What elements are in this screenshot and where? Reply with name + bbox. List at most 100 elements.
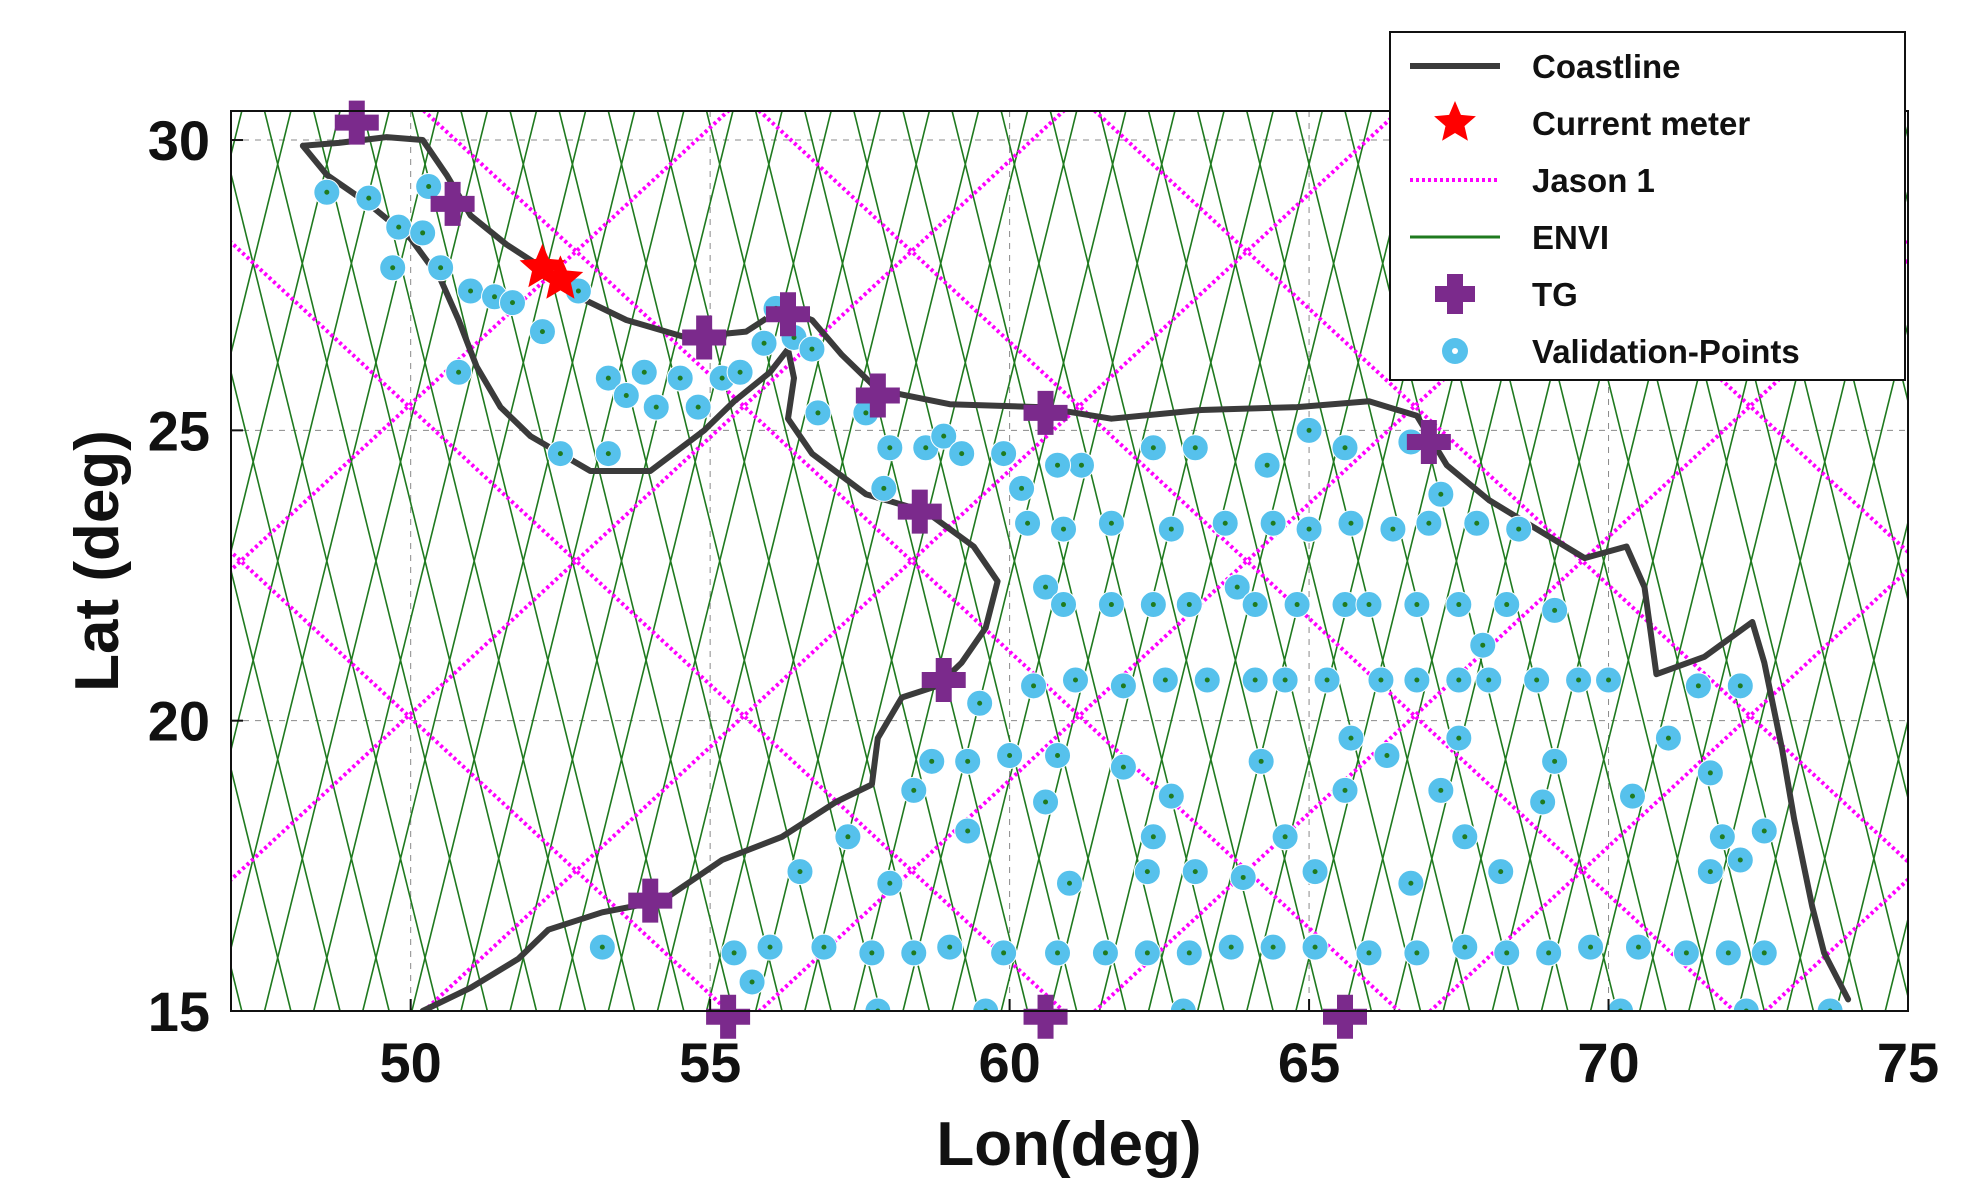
envi-track-desc-8: [263, 111, 489, 1011]
validation-point: [990, 440, 1018, 468]
validation-point-center: [1043, 799, 1049, 805]
validation-point: [1750, 817, 1778, 845]
validation-point: [1595, 666, 1623, 694]
envi-track-desc-16: [656, 111, 882, 1011]
validation-point-center: [1270, 520, 1276, 526]
validation-point-center: [947, 944, 953, 950]
validation-point: [1283, 591, 1311, 619]
tg-marker: [855, 373, 900, 418]
validation-point: [750, 329, 778, 357]
validation-point-center: [1306, 526, 1312, 532]
validation-point: [1331, 434, 1359, 462]
validation-point: [1032, 788, 1060, 816]
validation-point: [588, 933, 616, 961]
validation-point: [1708, 823, 1736, 851]
validation-point-center: [653, 404, 659, 410]
jason1-track-asc-1: [231, 111, 1067, 883]
validation-point-center: [1025, 520, 1031, 526]
validation-point-center: [426, 183, 432, 189]
x-axis-title: Lon(deg): [936, 1110, 1201, 1179]
validation-point: [1403, 939, 1431, 967]
validation-point: [930, 422, 958, 450]
validation-point: [630, 358, 658, 386]
validation-point: [900, 776, 928, 804]
validation-point-center: [1378, 677, 1384, 683]
validation-point-center: [1252, 602, 1258, 608]
validation-point-center: [719, 375, 725, 381]
validation-point-center: [1294, 602, 1300, 608]
plot-frame: [230, 110, 1909, 1012]
envi-track-desc-23: [1000, 111, 1225, 1011]
validation-point-center: [1168, 793, 1174, 799]
legend-tg-symbol: [1435, 274, 1475, 314]
validation-point: [1750, 939, 1778, 967]
validation-point: [810, 933, 838, 961]
validation-point: [1109, 753, 1137, 781]
validation-point: [1487, 858, 1515, 886]
y-axis-title: Lat (deg): [63, 430, 132, 692]
validation-point-center: [941, 433, 947, 439]
validation-point-center: [1186, 950, 1192, 956]
validation-point-center: [1055, 753, 1061, 759]
validation-point: [1020, 672, 1048, 700]
jason1-track-desc-0: [231, 549, 732, 1011]
validation-point: [1475, 666, 1503, 694]
validation-point-center: [1462, 834, 1468, 840]
validation-point-center: [1120, 683, 1126, 689]
validation-point: [1193, 666, 1221, 694]
validation-point: [612, 382, 640, 410]
validation-point: [756, 933, 784, 961]
validation-point-center: [1204, 677, 1210, 683]
validation-point-ring: [1607, 997, 1635, 1011]
validation-point: [666, 364, 694, 392]
validation-point: [1157, 515, 1185, 543]
validation-point: [726, 358, 754, 386]
envi-track-desc-12: [460, 111, 685, 1011]
x-tick-label: 50: [380, 1031, 442, 1094]
validation-point: [1403, 591, 1431, 619]
validation-point-center: [1282, 677, 1288, 683]
validation-point-center: [761, 340, 767, 346]
validation-point-center: [809, 346, 815, 352]
validation-point-center: [1366, 950, 1372, 956]
validation-point-center: [575, 288, 581, 294]
envi-track-asc-5: [231, 111, 341, 555]
validation-point: [1565, 666, 1593, 694]
validation-point-center: [1552, 607, 1558, 613]
validation-point: [1493, 939, 1521, 967]
validation-point-center: [863, 410, 869, 416]
validation-point: [1469, 631, 1497, 659]
validation-point-center: [1072, 677, 1078, 683]
validation-point-center: [1384, 753, 1390, 759]
tg-marker: [1406, 419, 1451, 464]
envi-track-desc-21: [902, 111, 1127, 1011]
validation-point: [1451, 933, 1479, 961]
validation-point: [1139, 823, 1167, 851]
validation-point-center: [1695, 683, 1701, 689]
validation-point-center: [438, 265, 444, 271]
validation-point: [1397, 869, 1425, 897]
validation-point-center: [881, 485, 887, 491]
validation-point-center: [1228, 944, 1234, 950]
validation-point-center: [1222, 520, 1228, 526]
legend-label-envi: ENVI: [1532, 219, 1609, 256]
validation-point: [1529, 788, 1557, 816]
validation-point-center: [1683, 950, 1689, 956]
tg-marker: [921, 658, 966, 703]
y-tick-label: 15: [148, 980, 210, 1043]
validation-point-center: [539, 329, 545, 335]
validation-point: [1427, 776, 1455, 804]
validation-point: [966, 689, 994, 717]
envi-track-desc-17: [705, 111, 931, 1011]
validation-point: [954, 817, 982, 845]
validation-point-center: [1534, 677, 1540, 683]
validation-point: [313, 178, 341, 206]
validation-point: [1355, 591, 1383, 619]
validation-point: [1313, 666, 1341, 694]
validation-point-center: [1055, 950, 1061, 956]
validation-point-center: [965, 758, 971, 764]
validation-point-center: [1504, 602, 1510, 608]
validation-point-center: [1150, 834, 1156, 840]
validation-point: [1217, 933, 1245, 961]
validation-point-center: [1348, 520, 1354, 526]
